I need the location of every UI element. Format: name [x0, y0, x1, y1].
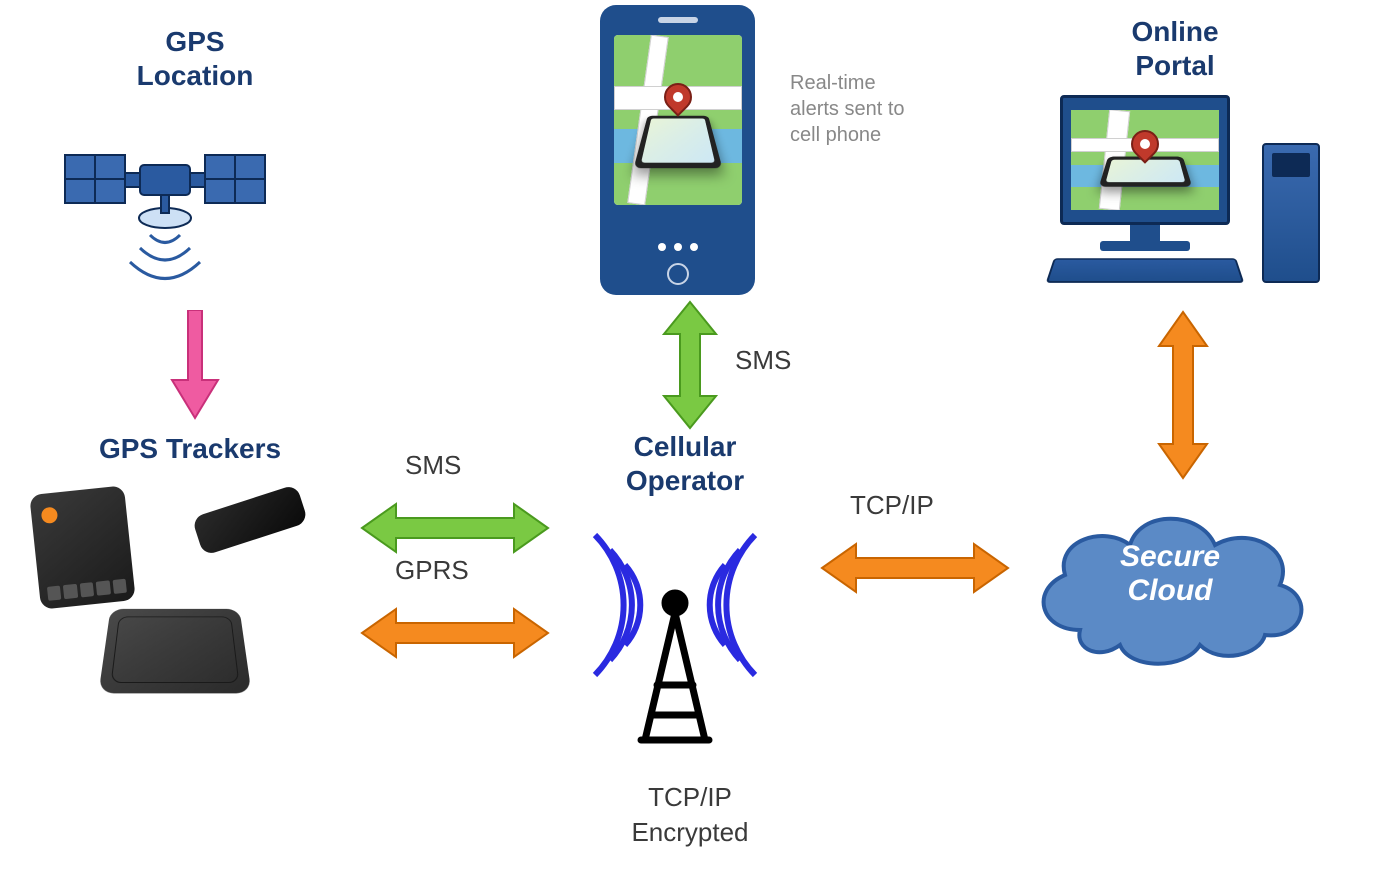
phone-icon — [600, 5, 755, 295]
sms-vertical-label: SMS — [735, 345, 791, 376]
gps-trackers-icon — [25, 480, 325, 710]
satellite-icon — [55, 120, 275, 305]
cellular-operator-label: Cellular Operator — [585, 430, 785, 497]
sms-horizontal-label: SMS — [405, 450, 461, 481]
cell-tower-icon — [565, 505, 785, 750]
computer-icon — [1060, 95, 1320, 305]
arrow-sat-to-trackers — [170, 310, 220, 425]
arrow-cloud-to-portal — [1155, 310, 1211, 485]
arrow-trackers-sms — [360, 500, 550, 561]
tcpip-encrypted-label: TCP/IP Encrypted — [590, 780, 790, 850]
gps-location-label: GPS Location — [105, 25, 285, 92]
gps-trackers-label: GPS Trackers — [60, 432, 320, 466]
arrow-cell-to-phone — [660, 300, 720, 435]
secure-cloud-icon: Secure Cloud — [1020, 480, 1320, 685]
gprs-label: GPRS — [395, 555, 469, 586]
arrow-cell-to-cloud — [820, 540, 1010, 601]
secure-cloud-label: Secure Cloud — [1020, 540, 1320, 608]
tcpip-label: TCP/IP — [850, 490, 934, 521]
arrow-trackers-gprs — [360, 605, 550, 666]
phone-side-text: Real-time alerts sent to cell phone — [790, 70, 970, 148]
online-portal-label: Online Portal — [1085, 15, 1265, 82]
